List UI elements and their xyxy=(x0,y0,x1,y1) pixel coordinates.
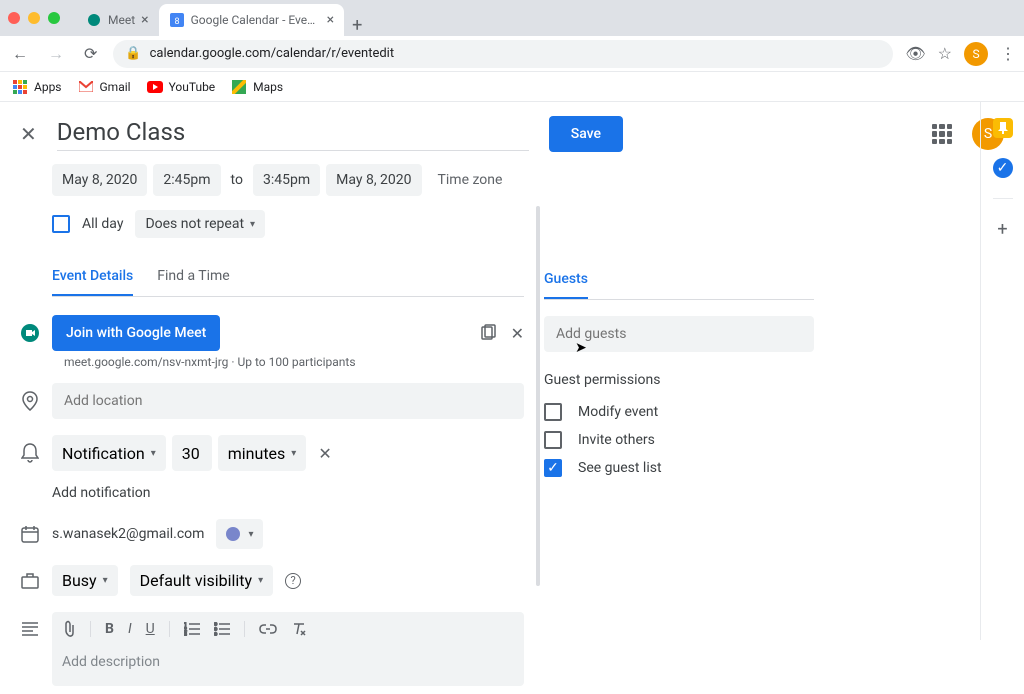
tasks-icon[interactable]: ✓ xyxy=(993,158,1013,178)
google-apps-icon[interactable] xyxy=(932,124,952,144)
visibility-dropdown[interactable]: Default visibility▾ xyxy=(130,565,273,596)
apps-icon xyxy=(12,79,28,95)
tab-title: Meet xyxy=(108,13,135,27)
invite-others-checkbox[interactable] xyxy=(544,431,562,449)
color-dot xyxy=(226,527,240,541)
maps-icon xyxy=(231,79,247,95)
nav-back[interactable]: ← xyxy=(8,40,32,68)
bookmark-youtube[interactable]: YouTube xyxy=(147,79,216,95)
start-time[interactable]: 2:45pm xyxy=(153,164,220,196)
allday-checkbox[interactable] xyxy=(52,215,70,233)
url-text: calendar.google.com/calendar/r/eventedit xyxy=(150,46,395,61)
tab-close-icon[interactable]: × xyxy=(327,12,334,28)
browser-tab-meet[interactable]: Meet × xyxy=(76,4,159,36)
calendar-email: s.wanasek2@gmail.com xyxy=(52,526,204,542)
event-title-input[interactable]: Demo Class xyxy=(57,118,529,151)
notification-icon xyxy=(20,443,40,463)
youtube-icon xyxy=(147,79,163,95)
timezone-link[interactable]: Time zone xyxy=(438,172,503,188)
copy-icon[interactable] xyxy=(479,324,497,343)
to-label: to xyxy=(227,172,247,188)
location-icon xyxy=(20,391,40,411)
meet-icon xyxy=(20,323,40,343)
remove-notification[interactable]: ✕ xyxy=(318,444,331,463)
gmail-icon xyxy=(78,79,94,95)
close-editor[interactable]: ✕ xyxy=(20,122,37,146)
save-button[interactable]: Save xyxy=(549,116,623,152)
add-notification-link[interactable]: Add notification xyxy=(52,479,524,511)
bookmark-gmail[interactable]: Gmail xyxy=(78,79,131,95)
join-meet-button[interactable]: Join with Google Meet xyxy=(52,315,220,351)
caret-icon: ▾ xyxy=(250,219,255,230)
tab-guests[interactable]: Guests xyxy=(544,271,588,299)
end-date[interactable]: May 8, 2020 xyxy=(326,164,421,196)
svg-text:8: 8 xyxy=(174,17,179,27)
meet-link-info: meet.google.com/nsv-nxmt-jrg · Up to 100… xyxy=(64,355,524,369)
calendar-color[interactable]: ▾ xyxy=(216,519,263,549)
add-panel-icon[interactable]: + xyxy=(997,219,1007,240)
browser-tab-calendar[interactable]: 8 Google Calendar - Event detail × xyxy=(159,4,344,36)
location-input[interactable] xyxy=(52,383,524,419)
scroll-indicator xyxy=(536,206,540,586)
briefcase-icon xyxy=(20,573,40,589)
eye-icon[interactable]: 👁 xyxy=(905,44,925,63)
window-maximize[interactable] xyxy=(48,12,60,24)
svg-text:3: 3 xyxy=(184,632,187,636)
italic-icon[interactable]: I xyxy=(128,621,132,637)
notification-unit[interactable]: minutes▾ xyxy=(218,435,307,471)
underline-icon[interactable]: U xyxy=(146,621,155,637)
tab-close-icon[interactable]: × xyxy=(141,12,148,28)
tab-find-time[interactable]: Find a Time xyxy=(157,268,230,296)
calendar-icon xyxy=(20,525,40,543)
nav-reload[interactable]: ⟳ xyxy=(80,40,101,67)
bullet-list-icon[interactable] xyxy=(214,622,230,636)
profile-avatar[interactable]: S xyxy=(964,42,988,66)
description-icon xyxy=(20,622,40,636)
bookmark-maps[interactable]: Maps xyxy=(231,79,283,95)
browser-menu[interactable]: ⋮ xyxy=(1000,44,1016,63)
permissions-title: Guest permissions xyxy=(544,372,814,388)
repeat-dropdown[interactable]: Does not repeat▾ xyxy=(135,210,265,238)
new-tab-button[interactable]: + xyxy=(344,15,370,36)
browser-tab-strip: Meet × 8 Google Calendar - Event detail … xyxy=(0,0,1024,36)
nav-forward[interactable]: → xyxy=(44,40,68,68)
see-guest-list-checkbox[interactable]: ✓ xyxy=(544,459,562,477)
numbered-list-icon[interactable]: 123 xyxy=(184,622,200,636)
availability-dropdown[interactable]: Busy▾ xyxy=(52,565,118,596)
bold-icon[interactable]: B xyxy=(105,621,114,637)
end-time[interactable]: 3:45pm xyxy=(253,164,320,196)
description-toolbar: B I U 123 xyxy=(52,612,524,646)
description-input[interactable]: Add description xyxy=(52,646,524,686)
bookmarks-bar: Apps Gmail YouTube Maps xyxy=(0,72,1024,102)
window-controls xyxy=(8,12,60,24)
modify-event-checkbox[interactable] xyxy=(544,403,562,421)
help-icon[interactable]: ? xyxy=(285,573,301,589)
lock-icon: 🔒 xyxy=(125,46,141,61)
mouse-cursor: ➤ xyxy=(575,340,587,356)
remove-meet-icon[interactable]: ✕ xyxy=(511,324,524,343)
meet-favicon xyxy=(86,12,102,28)
notification-type[interactable]: Notification▾ xyxy=(52,435,166,471)
side-panel: ✓ + xyxy=(980,102,1024,640)
notification-value[interactable]: 30 xyxy=(172,435,212,471)
tab-event-details[interactable]: Event Details xyxy=(52,268,133,296)
star-icon[interactable]: ☆ xyxy=(938,44,952,63)
link-icon[interactable] xyxy=(259,624,277,634)
rail-divider xyxy=(993,198,1013,199)
start-date[interactable]: May 8, 2020 xyxy=(52,164,147,196)
allday-label: All day xyxy=(82,216,123,232)
url-input[interactable]: 🔒 calendar.google.com/calendar/r/evented… xyxy=(113,40,893,68)
bookmark-apps[interactable]: Apps xyxy=(12,79,62,95)
window-minimize[interactable] xyxy=(28,12,40,24)
keep-icon[interactable] xyxy=(993,118,1013,138)
calendar-favicon: 8 xyxy=(169,12,185,28)
tab-title: Google Calendar - Event detail xyxy=(191,13,321,27)
address-bar: ← → ⟳ 🔒 calendar.google.com/calendar/r/e… xyxy=(0,36,1024,72)
window-close[interactable] xyxy=(8,12,20,24)
attach-icon[interactable] xyxy=(62,620,76,638)
clear-format-icon[interactable] xyxy=(291,621,307,637)
